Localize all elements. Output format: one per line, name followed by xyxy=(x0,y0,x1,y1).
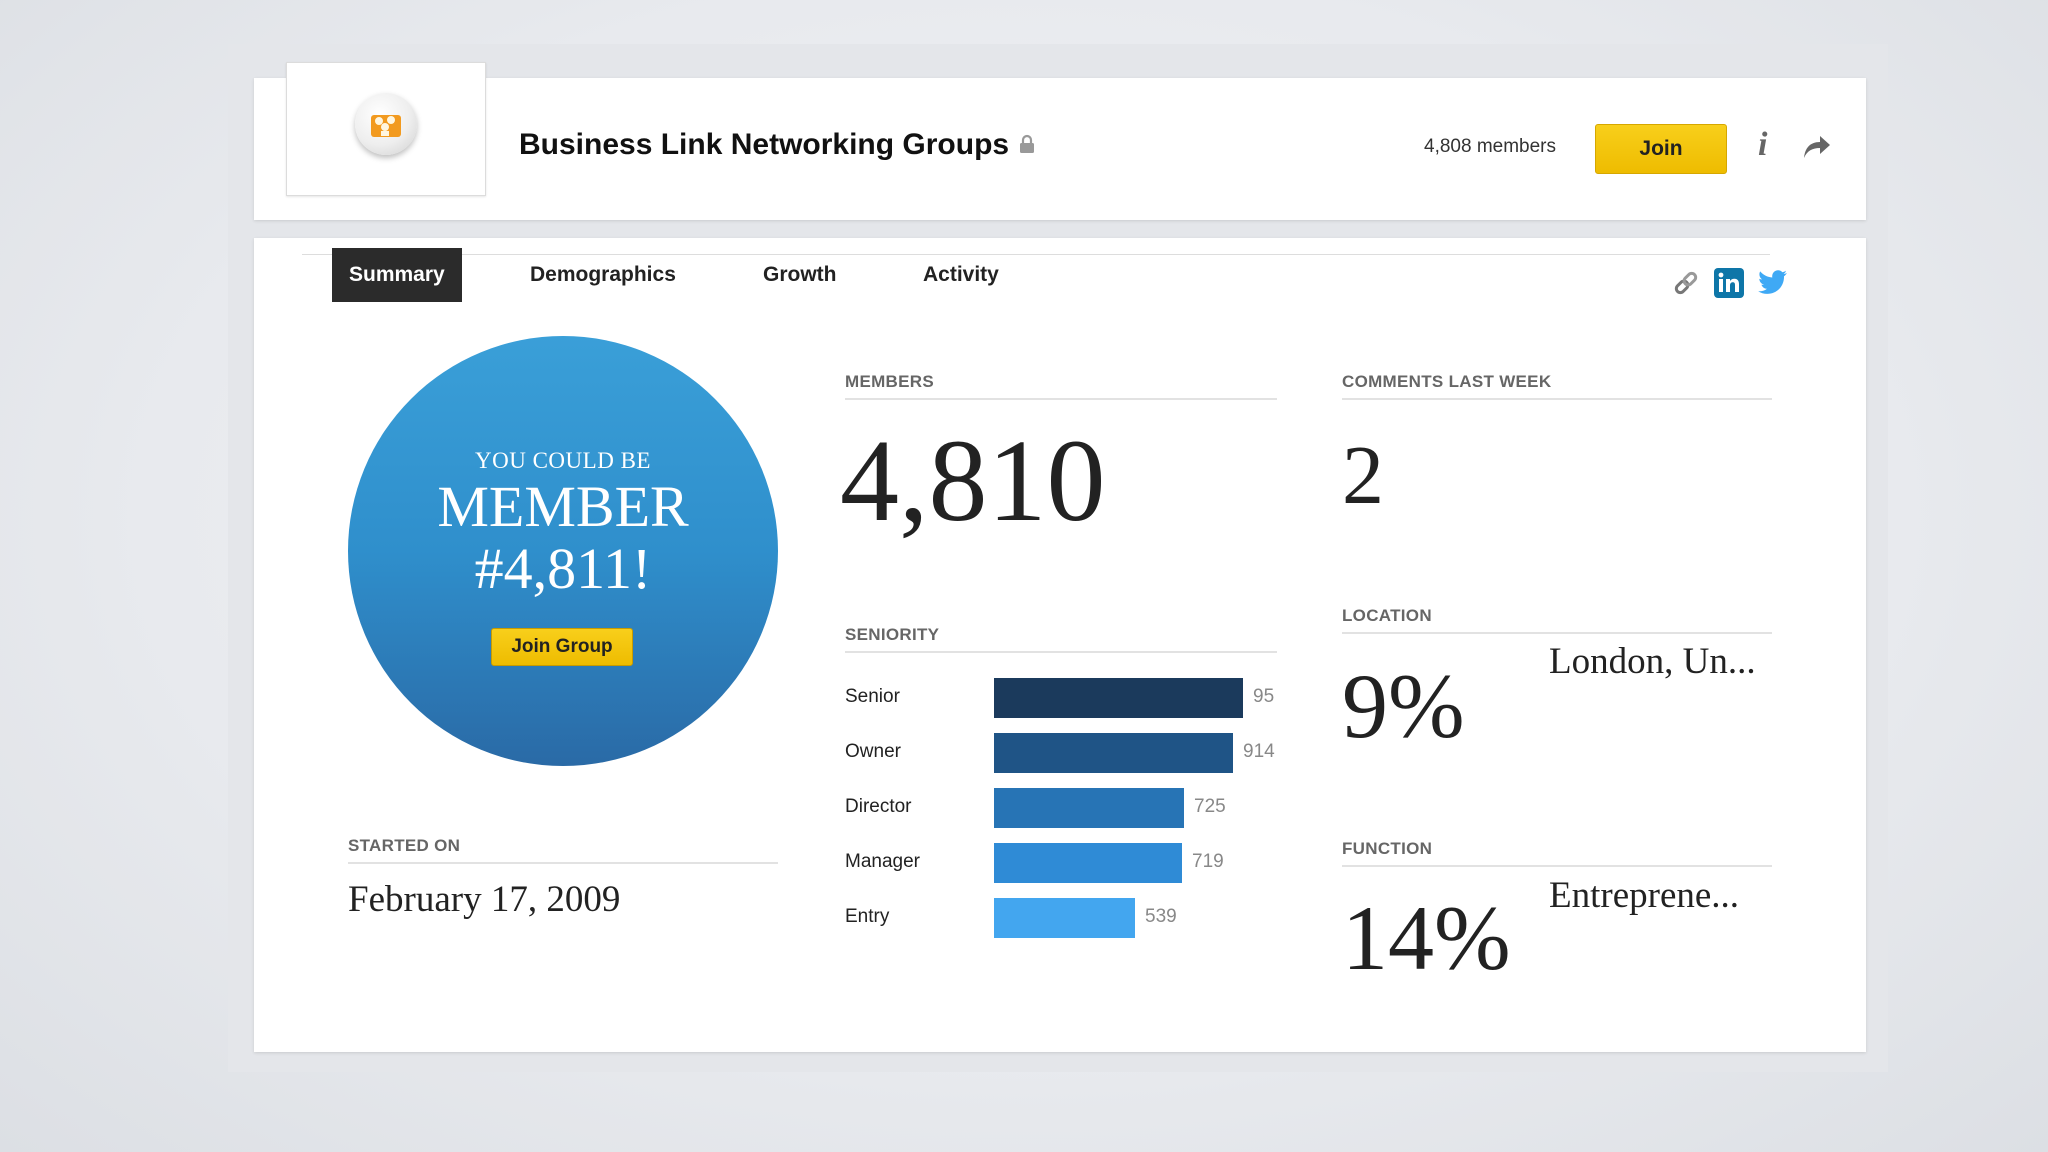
group-header: Business Link Networking Groups 4,808 me… xyxy=(254,62,1866,220)
tab-demographics[interactable]: Demographics xyxy=(530,263,676,286)
members-value: 4,810 xyxy=(840,415,1106,546)
location-label: LOCATION xyxy=(1342,606,1772,634)
seniority-row-label: Senior xyxy=(845,686,900,707)
promo-line-2: MEMBER #4,811! xyxy=(348,476,778,600)
seniority-row-label: Director xyxy=(845,796,912,817)
seniority-row-label: Entry xyxy=(845,906,890,927)
function-name: Entreprene... xyxy=(1549,875,1740,916)
group-title: Business Link Networking Groups xyxy=(519,128,1035,162)
lock-icon xyxy=(1019,128,1035,162)
tab-growth[interactable]: Growth xyxy=(763,263,837,286)
seniority-bar[interactable] xyxy=(994,733,1233,773)
comments-value: 2 xyxy=(1342,429,1384,522)
seniority-row-value: 95 xyxy=(1253,686,1275,707)
members-label: MEMBERS xyxy=(845,372,1277,400)
seniority-row: Owner 914 xyxy=(845,733,1277,773)
comments-label: COMMENTS LAST WEEK xyxy=(1342,372,1772,400)
group-name: Business Link Networking Groups xyxy=(519,128,1010,161)
function-label: FUNCTION xyxy=(1342,839,1772,867)
seniority-label: SENIORITY xyxy=(845,625,1277,653)
group-logo-icon xyxy=(355,93,417,155)
seniority-bar[interactable] xyxy=(994,898,1135,938)
share-links xyxy=(1672,268,1788,303)
seniority-row: Entry 539 xyxy=(845,898,1277,938)
summary-panel: Summary Demographics Growth Activity xyxy=(254,238,1866,1052)
seniority-row-value: 539 xyxy=(1145,906,1177,927)
seniority-row-value: 719 xyxy=(1192,851,1224,872)
tabs-divider xyxy=(302,254,1770,255)
seniority-bar[interactable] xyxy=(994,678,1243,718)
join-button[interactable]: Join xyxy=(1595,124,1727,174)
member-count: 4,808 members xyxy=(1424,136,1557,157)
linkedin-icon[interactable] xyxy=(1714,268,1744,303)
function-percent: 14% xyxy=(1342,887,1511,989)
location-percent: 9% xyxy=(1342,655,1465,757)
seniority-row-label: Manager xyxy=(845,851,920,872)
group-logo[interactable] xyxy=(286,62,486,196)
promo-member-text: MEMBER xyxy=(437,474,689,539)
seniority-bar[interactable] xyxy=(994,788,1184,828)
promo-number-text: #4,811! xyxy=(474,536,652,601)
link-icon[interactable] xyxy=(1672,269,1700,302)
join-promo: YOU COULD BE MEMBER #4,811! Join Group xyxy=(348,336,778,766)
seniority-row-value: 914 xyxy=(1243,741,1275,762)
seniority-row-value: 725 xyxy=(1194,796,1226,817)
seniority-row: Senior 95 xyxy=(845,678,1277,718)
twitter-icon[interactable] xyxy=(1758,270,1788,301)
join-group-button[interactable]: Join Group xyxy=(491,628,633,666)
seniority-row: Manager 719 xyxy=(845,843,1277,883)
seniority-row: Director 725 xyxy=(845,788,1277,828)
started-on-label: STARTED ON xyxy=(348,836,778,864)
info-icon[interactable]: i xyxy=(1758,126,1768,163)
share-icon[interactable] xyxy=(1802,134,1832,165)
seniority-row-label: Owner xyxy=(845,741,901,762)
promo-line-1: YOU COULD BE xyxy=(475,448,651,473)
tab-activity[interactable]: Activity xyxy=(923,263,999,286)
seniority-chart: Senior 95 Owner 914 Director 725 Manager 719 Ent… xyxy=(254,238,1277,1052)
location-name: London, Un... xyxy=(1549,641,1756,682)
seniority-bar[interactable] xyxy=(994,843,1182,883)
tab-summary[interactable]: Summary xyxy=(332,248,462,302)
started-on-value: February 17, 2009 xyxy=(348,879,621,920)
